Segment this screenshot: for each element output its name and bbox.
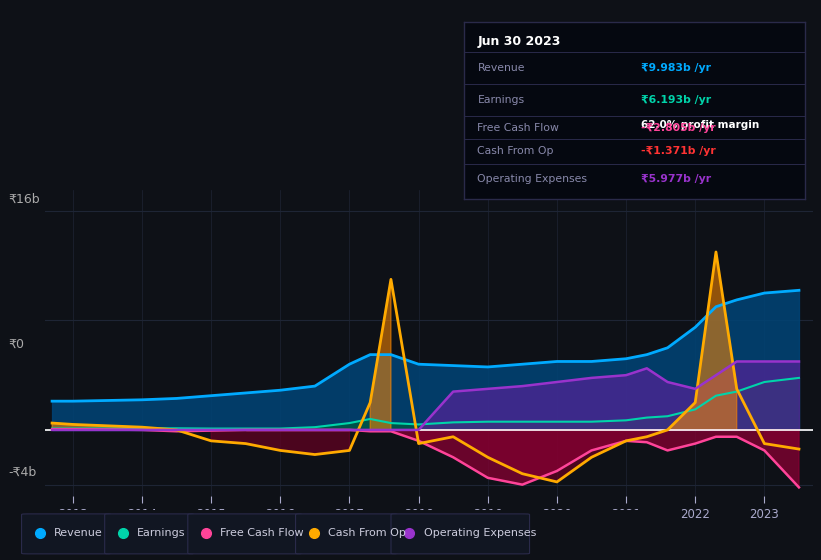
Text: Revenue: Revenue [478, 63, 525, 73]
Text: ₹5.977b /yr: ₹5.977b /yr [641, 174, 711, 184]
Text: Operating Expenses: Operating Expenses [424, 529, 536, 538]
Text: Free Cash Flow: Free Cash Flow [220, 529, 304, 538]
Text: Free Cash Flow: Free Cash Flow [478, 123, 559, 133]
FancyBboxPatch shape [21, 514, 111, 554]
Text: ₹6.193b /yr: ₹6.193b /yr [641, 95, 711, 105]
Text: ₹16b: ₹16b [8, 193, 40, 206]
Text: ₹0: ₹0 [8, 338, 24, 351]
Text: Cash From Op: Cash From Op [328, 529, 406, 538]
FancyBboxPatch shape [391, 514, 530, 554]
Text: -₹2.805b /yr: -₹2.805b /yr [641, 123, 716, 133]
Text: -₹1.371b /yr: -₹1.371b /yr [641, 146, 716, 156]
Text: -₹4b: -₹4b [8, 466, 36, 479]
Text: Revenue: Revenue [54, 529, 103, 538]
Text: Jun 30 2023: Jun 30 2023 [478, 35, 561, 48]
FancyBboxPatch shape [188, 514, 302, 554]
FancyBboxPatch shape [296, 514, 397, 554]
Text: Cash From Op: Cash From Op [478, 146, 554, 156]
Text: Earnings: Earnings [137, 529, 186, 538]
FancyBboxPatch shape [105, 514, 194, 554]
Text: 62.0% profit margin: 62.0% profit margin [641, 120, 759, 130]
Text: ₹9.983b /yr: ₹9.983b /yr [641, 63, 711, 73]
Text: Earnings: Earnings [478, 95, 525, 105]
Text: Operating Expenses: Operating Expenses [478, 174, 588, 184]
